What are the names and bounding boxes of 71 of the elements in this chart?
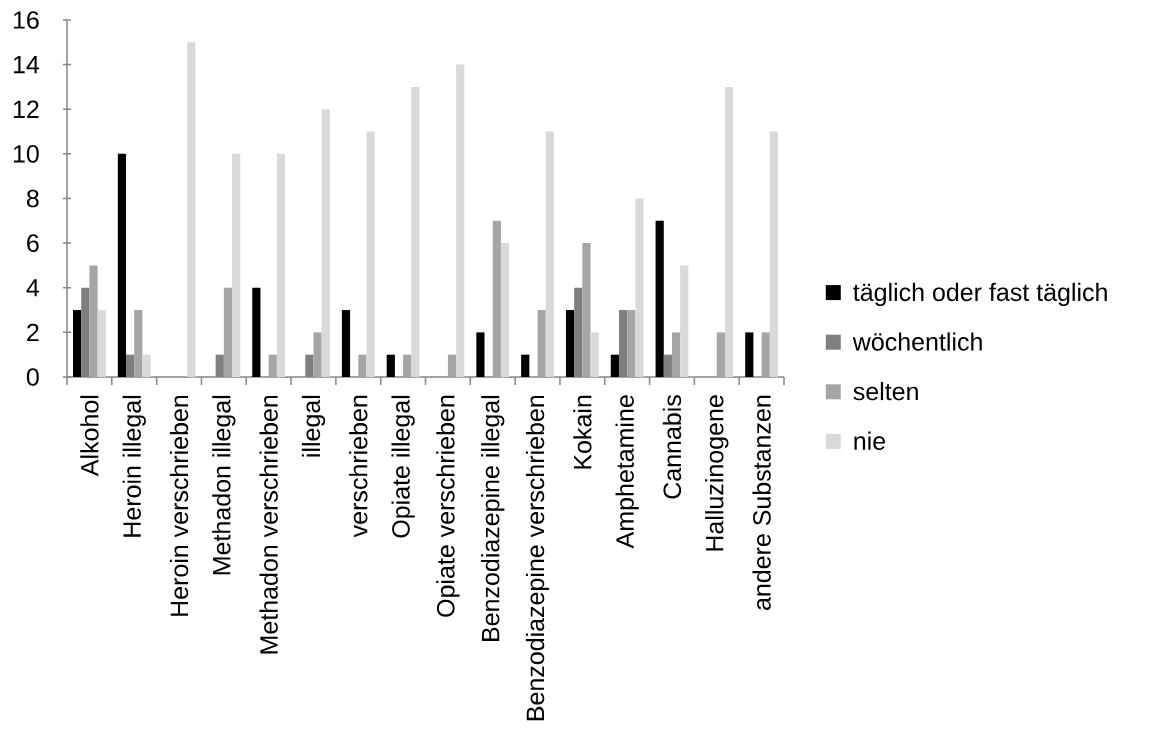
bar [521,354,530,377]
bar [590,332,599,377]
bar [769,131,778,377]
bar [671,332,681,377]
bar [134,310,143,377]
x-tick-label: verschrieben [349,395,368,538]
bar [276,153,286,377]
y-tick-label: 10 [13,145,39,163]
bar [500,243,510,377]
bar [545,131,554,377]
bar [537,310,546,377]
y-tick-label: 2 [27,323,39,342]
x-tick-label: Heroin illegal [122,395,146,537]
x-tick-label: Halluzinogene [705,395,729,551]
bar [321,109,330,377]
bar [313,332,322,377]
x-tick-label: Opiate illegal [391,395,415,538]
x-tick-label: Benzodiazepine verschrieben [525,395,550,721]
legend-label: täglich oder fast täglich [853,282,1107,307]
bar [627,310,636,377]
bar [447,354,457,377]
x-tick-label: Methadon verschrieben [259,395,278,654]
bar [268,354,277,377]
bar [411,86,420,377]
legend-label: nie [854,431,886,450]
x-tick-label: illegal [301,395,326,457]
x-tick-label: Kokain [573,395,592,469]
bar [73,310,82,377]
x-tick-label: andere Substanzen [752,395,771,610]
bar [635,198,644,377]
bar [745,332,754,377]
x-tick-label: Cannabis [662,395,682,499]
bar [761,332,770,377]
y-tick-label: 4 [26,279,40,297]
bar [403,354,412,377]
bar [117,153,127,377]
x-tick-label: Alkohol [80,395,99,477]
bar [680,265,689,377]
x-tick-label: Benzodiazepine illegal [481,395,505,641]
bar [366,131,375,377]
y-tick-label: 6 [27,234,39,252]
y-tick-label: 0 [26,368,39,386]
x-tick-label: Opiate verschrieben [436,395,460,617]
bar [716,332,725,377]
bar [252,287,261,377]
bar [582,243,591,377]
legend-label: wöchentlich [852,332,982,351]
bar [341,310,351,377]
bar [187,42,196,377]
bar [565,310,575,377]
legend-label: selten [853,382,918,401]
x-tick-label: Amphetamine [615,395,639,549]
bar [89,265,98,377]
bar [97,310,106,377]
bar [476,332,485,377]
y-tick-label: 12 [13,100,39,118]
y-tick-label: 8 [26,189,39,208]
bar [142,354,151,377]
bar [456,64,465,377]
bar [386,354,395,377]
bar [223,287,233,377]
y-tick-label: 16 [13,11,39,29]
bar [232,153,241,377]
bar [655,220,664,377]
bar [610,354,619,377]
bar [492,220,501,377]
y-tick-label: 14 [13,56,40,74]
bar [724,86,734,377]
bar [358,354,367,377]
x-tick-label: Methadon illegal [212,395,236,575]
x-tick-label: Heroin verschrieben [169,395,189,616]
